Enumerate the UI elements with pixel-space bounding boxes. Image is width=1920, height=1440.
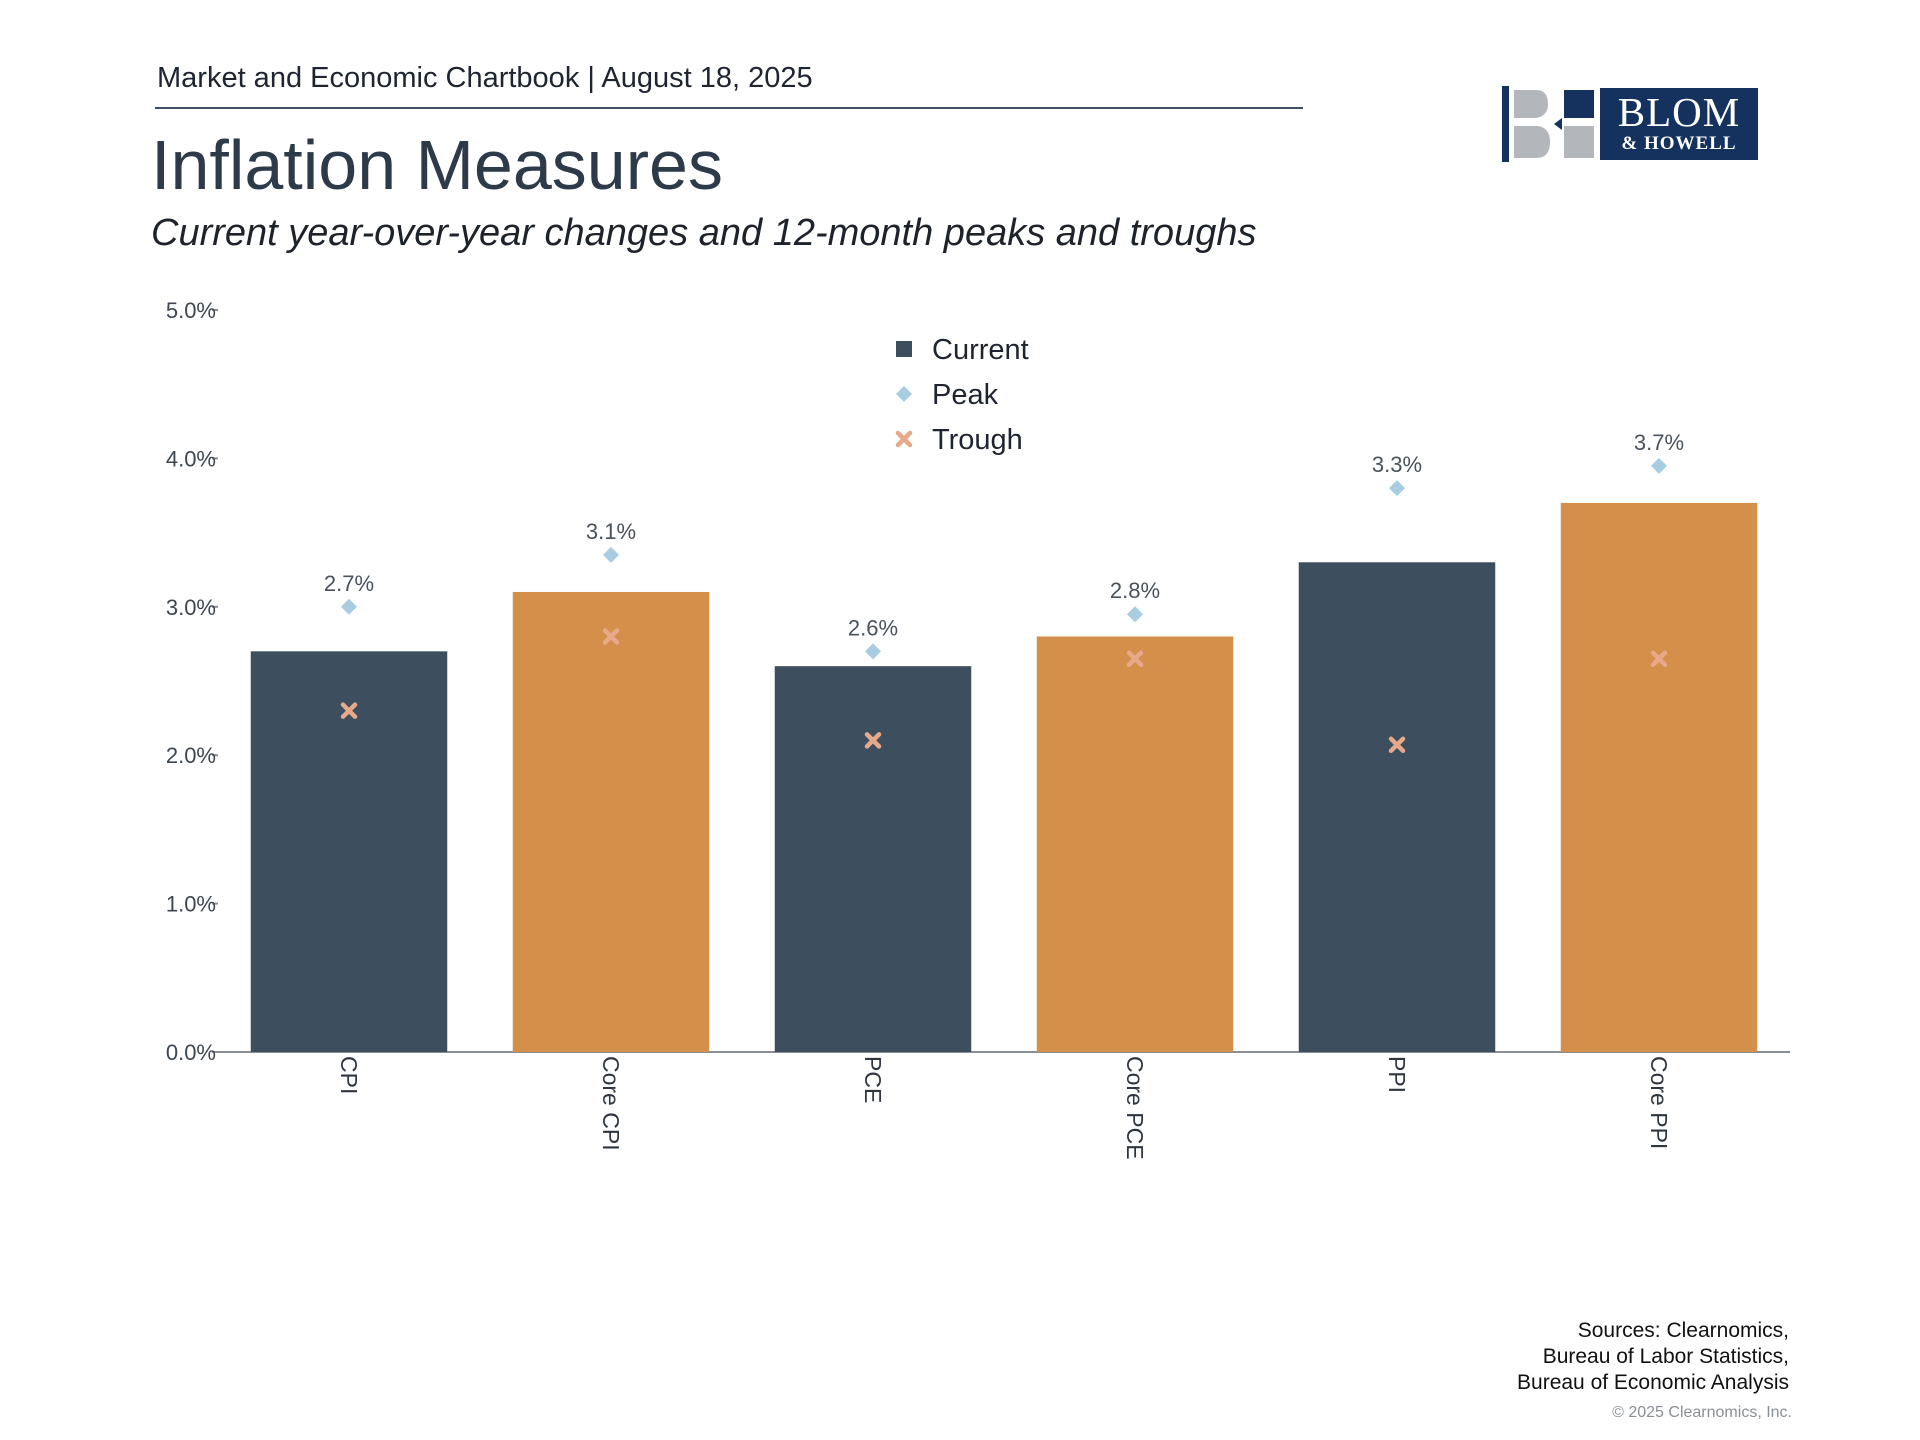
- trough-marker: [602, 628, 620, 645]
- y-tick-label: 5.0%: [166, 298, 216, 323]
- x-tick-label: PPI: [1384, 1056, 1410, 1093]
- trough-marker: [864, 732, 882, 749]
- logo-wordmark: BLOM & HOWELL: [1600, 88, 1758, 160]
- legend-label: Peak: [932, 379, 999, 411]
- trough-marker-stroke: [1650, 650, 1668, 667]
- logo-name: BLOM: [1617, 89, 1741, 135]
- bar-value-label: 2.7%: [324, 571, 374, 596]
- bar-current: [512, 591, 710, 1052]
- x-tick-label: Core PCE: [1122, 1056, 1148, 1160]
- legend-label: Current: [932, 334, 1029, 366]
- sources-note: Sources: Clearnomics, Bureau of Labor St…: [1517, 1318, 1789, 1396]
- peak-marker: [1651, 457, 1667, 474]
- peak-marker: [1389, 480, 1405, 497]
- y-tick-label: 3.0%: [166, 595, 216, 620]
- bar-value-label: 3.7%: [1634, 430, 1684, 455]
- peak-marker: [341, 598, 357, 615]
- y-tick-label: 4.0%: [166, 446, 216, 471]
- bar-value-label: 3.3%: [1372, 452, 1422, 477]
- y-tick-label: 1.0%: [166, 892, 216, 917]
- trough-marker-stroke: [340, 702, 358, 719]
- marker-series: [340, 457, 1668, 754]
- bar-value-label: 2.6%: [848, 615, 898, 640]
- peak-marker: [603, 546, 619, 563]
- blom-howell-logo: BLOM & HOWELL: [1502, 86, 1758, 162]
- trough-marker: [895, 430, 913, 448]
- logo-subname: & HOWELL: [1621, 133, 1737, 154]
- x-tick-label: CPI: [336, 1056, 362, 1094]
- trough-marker-stroke: [1388, 736, 1406, 754]
- chartbook-header: Market and Economic Chartbook | August 1…: [157, 62, 813, 94]
- y-tick-label: 0.0%: [166, 1040, 216, 1065]
- legend-swatch-current: [896, 341, 912, 357]
- source-line: Bureau of Economic Analysis: [1517, 1371, 1789, 1394]
- trough-marker: [1126, 650, 1144, 667]
- trough-marker: [1650, 650, 1668, 667]
- source-line: Bureau of Labor Statistics,: [1542, 1345, 1789, 1368]
- bar-value-label: 3.1%: [586, 519, 636, 544]
- bar-series-current: [250, 502, 1758, 1052]
- trough-marker-stroke: [1126, 650, 1144, 667]
- trough-marker: [340, 702, 358, 719]
- x-tick-label: Core PPI: [1646, 1056, 1672, 1149]
- trough-marker-stroke: [864, 732, 882, 749]
- peak-marker: [1127, 606, 1143, 623]
- source-line: Sources: Clearnomics,: [1577, 1319, 1789, 1342]
- copyright-note: © 2025 Clearnomics, Inc.: [1612, 1404, 1792, 1421]
- peak-marker: [896, 386, 912, 402]
- page-subtitle: Current year-over-year changes and 12-mo…: [151, 212, 1257, 254]
- bar-current: [250, 651, 448, 1052]
- logo-mark-icon: [1502, 86, 1594, 162]
- bar-value-label: 2.8%: [1110, 578, 1160, 603]
- x-axis-labels: CPI Core CPI PCE Core PCE PPI Core PPI: [336, 1056, 1672, 1160]
- chart-legend: Current Peak Trough: [895, 334, 1029, 456]
- bar-current: [1298, 562, 1496, 1052]
- header-divider: [155, 107, 1303, 109]
- y-tick-label: 2.0%: [166, 743, 216, 768]
- trough-marker-stroke: [602, 628, 620, 645]
- x-tick-label: PCE: [860, 1056, 886, 1103]
- legend-label: Trough: [932, 424, 1023, 456]
- data-labels: 2.7% 3.1% 2.6% 2.8% 3.3% 3.7%: [324, 430, 1684, 641]
- page-title: Inflation Measures: [151, 126, 723, 204]
- bar-current: [1560, 502, 1758, 1052]
- trough-marker-stroke: [895, 430, 913, 448]
- trough-marker: [1388, 736, 1406, 754]
- peak-marker: [865, 643, 881, 660]
- bar-current: [1036, 636, 1234, 1052]
- x-tick-label: Core CPI: [598, 1056, 624, 1151]
- y-axis: 0.0% 1.0% 2.0% 3.0% 4.0% 5.0%: [166, 298, 1790, 1065]
- bar-current: [774, 666, 972, 1052]
